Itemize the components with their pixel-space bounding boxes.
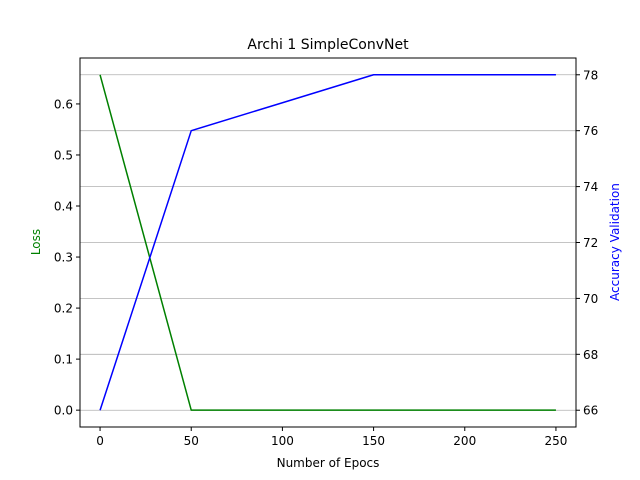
x-tick-label: 200 (453, 434, 476, 448)
y-left-tick-label: 0.5 (54, 148, 73, 162)
y-right-tick-label: 68 (583, 348, 598, 362)
chart-title: Archi 1 SimpleConvNet (247, 37, 409, 53)
y-right-tick-label: 76 (583, 124, 598, 138)
y-axis-left-ticks: 0.0 0.1 0.2 0.3 0.4 0.5 0.6 (54, 97, 80, 418)
x-tick-label: 0 (96, 434, 104, 448)
y-right-tick-label: 70 (583, 292, 598, 306)
loss-line (99, 74, 556, 411)
x-tick-label: 100 (271, 434, 294, 448)
x-tick-label: 50 (184, 434, 199, 448)
y-right-tick-label: 66 (583, 404, 598, 418)
series-lines (99, 74, 556, 411)
x-tick-label: 250 (544, 434, 567, 448)
y-right-tick-label: 72 (583, 236, 598, 250)
x-axis-ticks: 0 50 100 150 200 250 (96, 427, 567, 448)
y-left-tick-label: 0.0 (54, 404, 73, 418)
y-left-tick-label: 0.3 (54, 251, 73, 265)
x-axis-label: Number of Epocs (277, 456, 380, 470)
accuracy-line (99, 74, 556, 411)
y-axis-left-label: Loss (29, 229, 43, 255)
y-axis-right-label: Accuracy Validation (608, 183, 622, 301)
grid (80, 74, 576, 411)
y-left-tick-label: 0.1 (54, 353, 73, 367)
y-left-tick-label: 0.4 (54, 200, 73, 214)
x-tick-label: 150 (362, 434, 385, 448)
y-right-tick-label: 74 (583, 180, 598, 194)
y-left-tick-label: 0.2 (54, 302, 73, 316)
y-axis-right-ticks: 66 68 70 72 74 76 78 (576, 68, 598, 418)
y-right-tick-label: 78 (583, 68, 598, 82)
y-left-tick-label: 0.6 (54, 97, 73, 111)
